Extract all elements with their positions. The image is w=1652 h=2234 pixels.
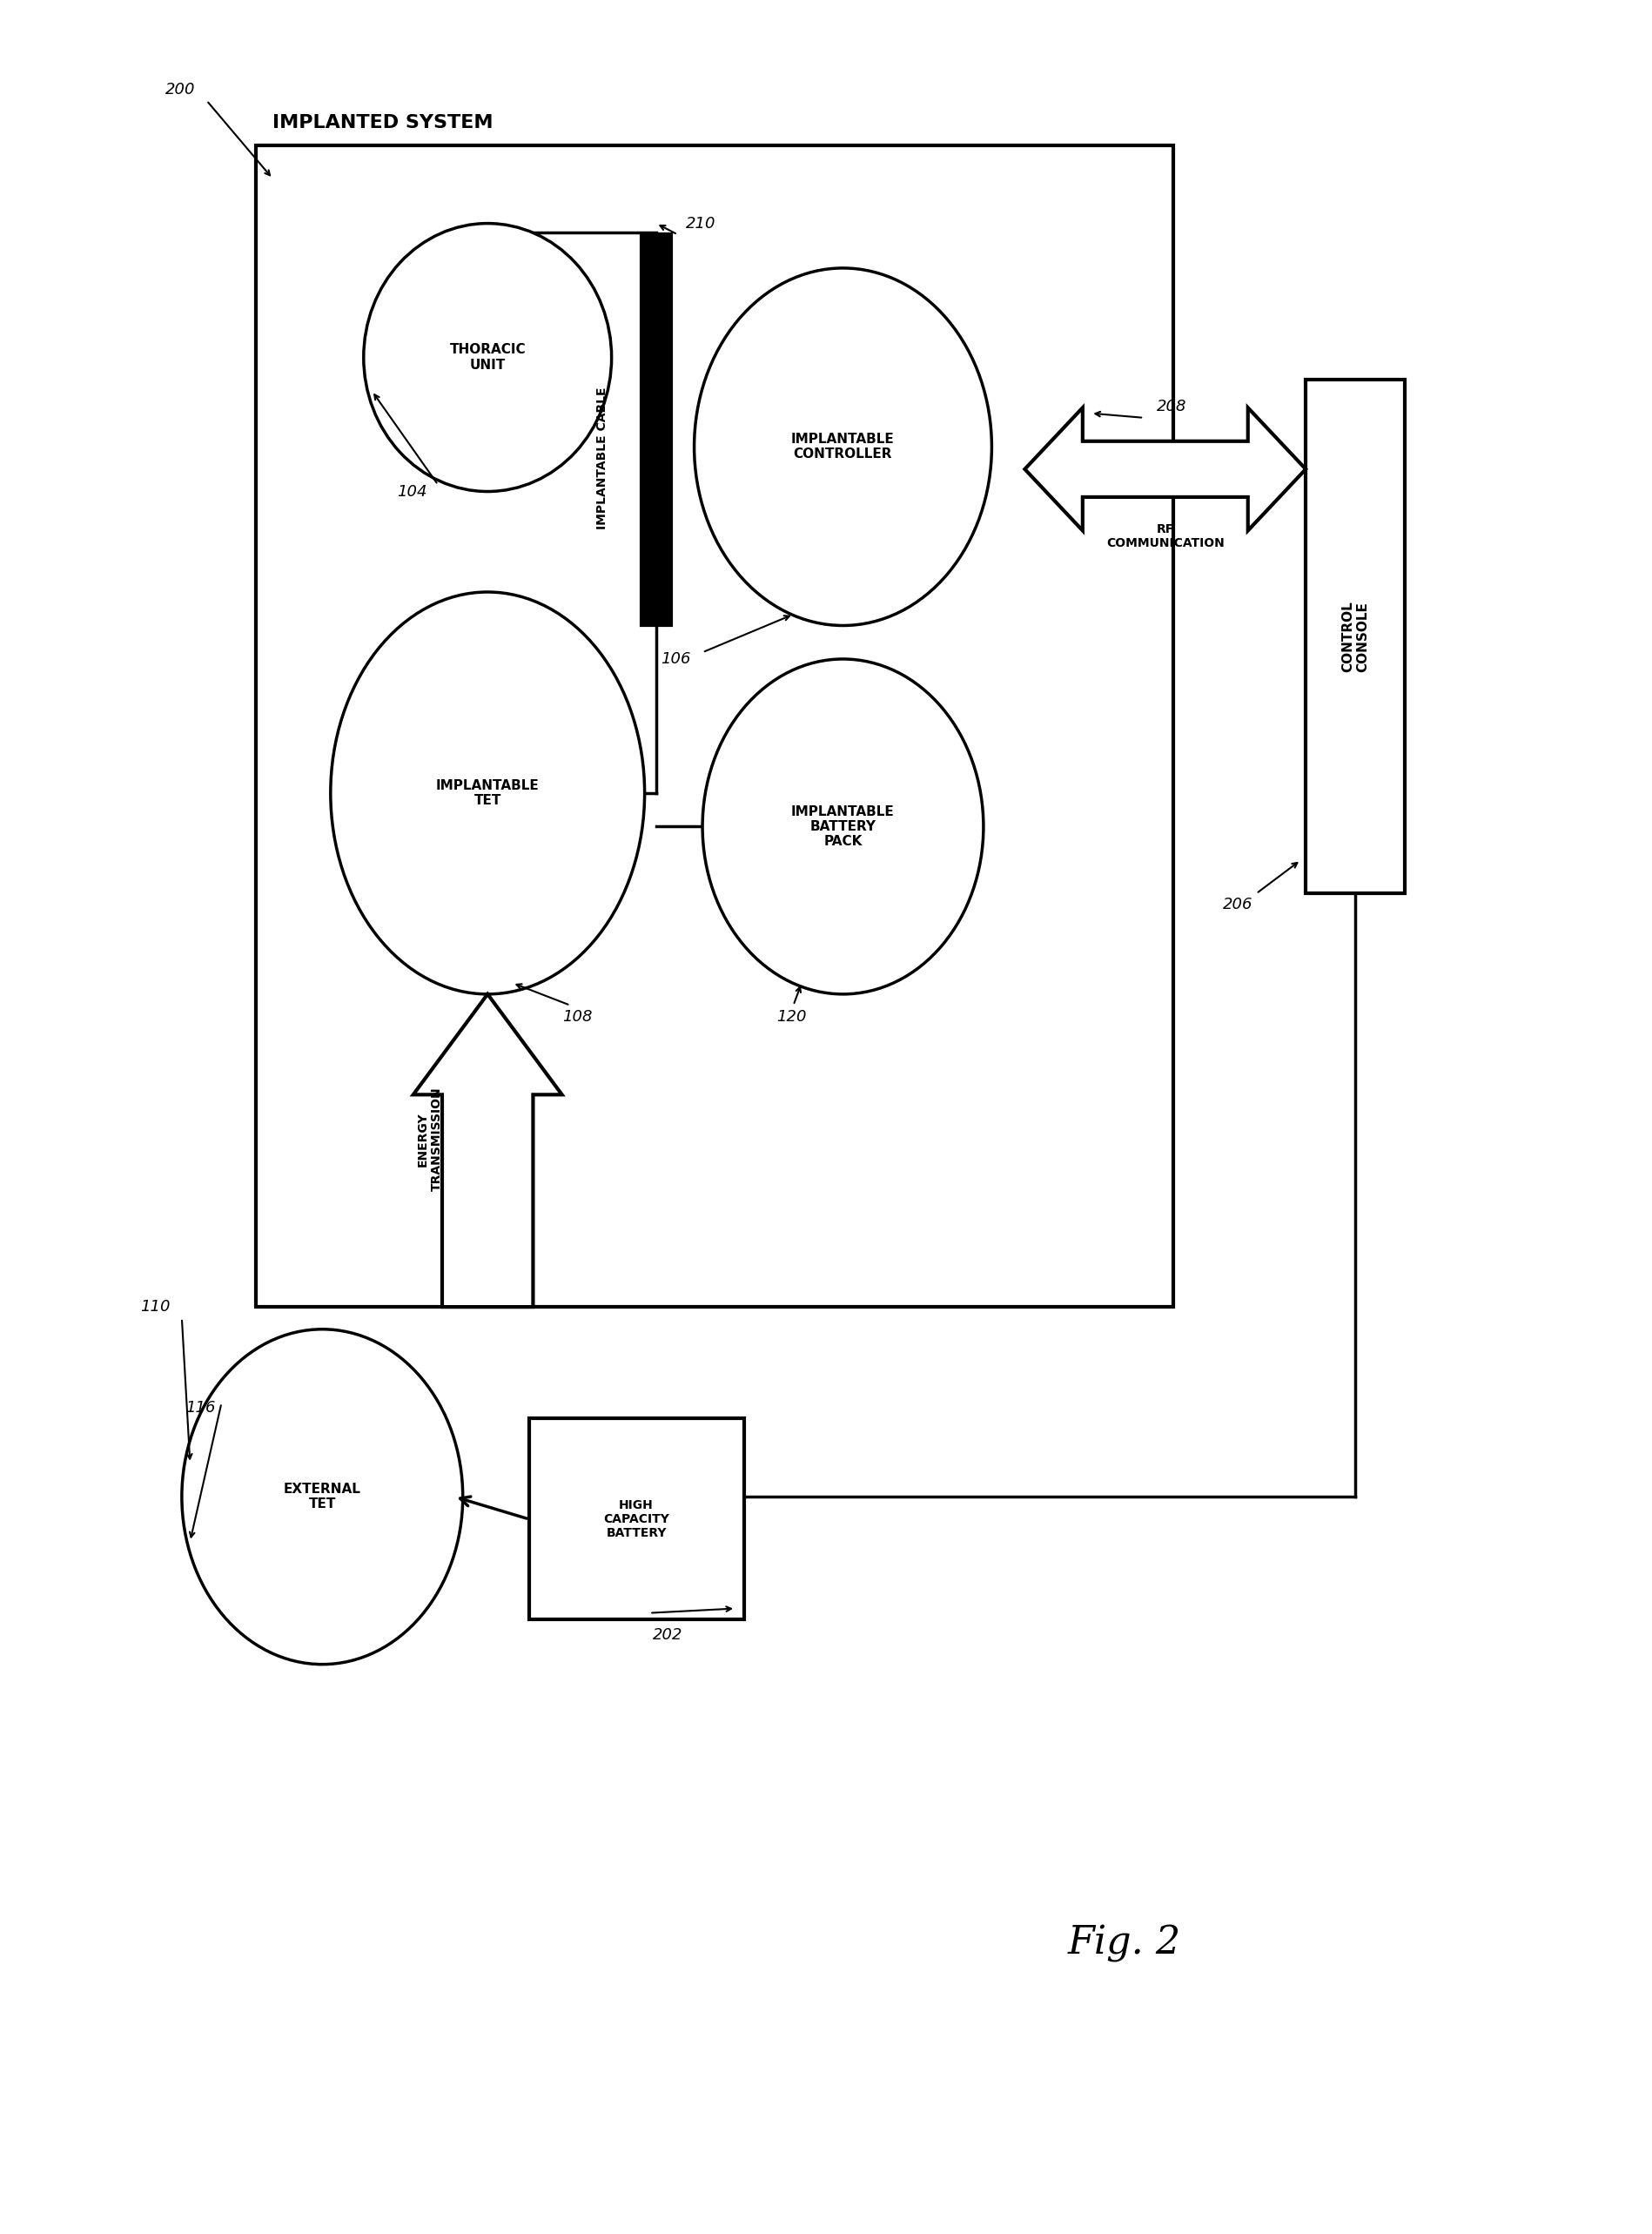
- Text: 108: 108: [562, 1008, 591, 1025]
- Text: 116: 116: [185, 1398, 215, 1416]
- Text: IMPLANTABLE
BATTERY
PACK: IMPLANTABLE BATTERY PACK: [791, 804, 894, 849]
- FancyBboxPatch shape: [529, 1419, 743, 1620]
- Text: RF
COMMUNICATION: RF COMMUNICATION: [1105, 523, 1224, 550]
- Ellipse shape: [330, 592, 644, 994]
- Ellipse shape: [363, 223, 611, 491]
- FancyBboxPatch shape: [641, 235, 671, 626]
- Text: 120: 120: [776, 1008, 806, 1025]
- FancyBboxPatch shape: [256, 145, 1173, 1307]
- Text: THORACIC
UNIT: THORACIC UNIT: [449, 344, 525, 371]
- Polygon shape: [1024, 407, 1305, 529]
- Text: ENERGY
TRANSMISSION: ENERGY TRANSMISSION: [416, 1088, 443, 1191]
- Text: 104: 104: [396, 483, 426, 500]
- Text: 208: 208: [1156, 398, 1186, 416]
- Ellipse shape: [702, 659, 983, 994]
- Text: 202: 202: [653, 1626, 682, 1644]
- Text: 210: 210: [686, 214, 715, 232]
- Text: 200: 200: [165, 80, 195, 98]
- Text: 206: 206: [1222, 896, 1252, 914]
- Text: 110: 110: [140, 1298, 170, 1316]
- Text: CONTROL
CONSOLE: CONTROL CONSOLE: [1340, 601, 1370, 672]
- Text: IMPLANTED SYSTEM: IMPLANTED SYSTEM: [273, 114, 492, 132]
- Text: EXTERNAL
TET: EXTERNAL TET: [284, 1483, 360, 1510]
- Polygon shape: [413, 994, 562, 1307]
- Ellipse shape: [694, 268, 991, 626]
- Ellipse shape: [182, 1329, 463, 1664]
- Text: IMPLANTABLE
CONTROLLER: IMPLANTABLE CONTROLLER: [791, 433, 894, 460]
- Text: IMPLANTABLE
TET: IMPLANTABLE TET: [436, 780, 539, 806]
- Text: 106: 106: [661, 650, 691, 668]
- Text: HIGH
CAPACITY
BATTERY: HIGH CAPACITY BATTERY: [603, 1499, 669, 1539]
- Text: Fig. 2: Fig. 2: [1067, 1926, 1180, 1961]
- Text: IMPLANTABLE CABLE: IMPLANTABLE CABLE: [596, 386, 608, 529]
- FancyBboxPatch shape: [1305, 380, 1404, 894]
